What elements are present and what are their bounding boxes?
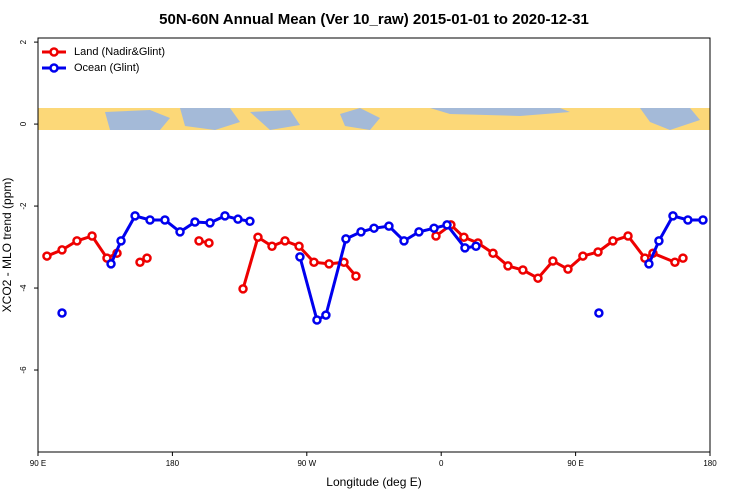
legend-label: Ocean (Glint) [74,62,139,74]
data-point [190,217,200,227]
data-point [594,308,604,318]
data-point [678,253,688,263]
data-point [233,214,243,224]
data-point [471,241,481,251]
data-point [145,215,155,225]
data-point [369,223,379,233]
data-point [57,245,67,255]
data-point [194,236,204,246]
data-point [356,227,366,237]
data-point [160,215,170,225]
data-point [459,232,469,242]
data-point [267,241,277,251]
plot-frame [37,37,711,453]
data-point [220,211,230,221]
data-point [668,211,678,221]
data-point [460,243,470,253]
data-point [106,259,116,269]
legend-label: Land (Nadir&Glint) [74,46,165,58]
data-point [116,236,126,246]
data-point [414,227,424,237]
data-point [57,308,67,318]
x-tick-label: 90 W [297,459,316,468]
legend-marker [49,47,59,57]
series-line [109,214,703,323]
data-point [488,248,498,258]
data-point [130,211,140,221]
legend-marker [49,63,59,73]
data-point [442,220,452,230]
x-tick-label: 0 [439,459,444,468]
data-point [593,247,603,257]
data-point [204,238,214,248]
data-point [533,273,543,283]
data-point [321,310,331,320]
data-point [245,216,255,226]
x-tick-label: 180 [166,459,180,468]
data-point [683,215,693,225]
data-point [698,215,708,225]
data-point [280,236,290,246]
x-axis-label: Longitude (deg E) [326,475,421,489]
data-point [312,315,322,325]
data-point [503,261,513,271]
y-tick-label: 2 [19,39,28,44]
data-point [351,271,361,281]
data-point [608,236,618,246]
y-tick-label: 0 [19,121,28,126]
data-point [644,259,654,269]
data-point [654,236,664,246]
y-axis-label: XCO2 - MLO trend (ppm) [0,178,14,313]
y-tick-label: -2 [19,202,28,210]
x-tick-label: 180 [703,459,717,468]
x-tick-label: 90 E [30,459,46,468]
data-point [548,256,558,266]
data-point [253,232,263,242]
y-tick-label: -6 [19,366,28,374]
data-point [294,241,304,251]
data-point [623,231,633,241]
data-point [518,265,528,275]
data-point [42,251,52,261]
data-point [175,227,185,237]
chart-title: 50N-60N Annual Mean (Ver 10_raw) 2015-01… [159,11,589,28]
data-point [87,231,97,241]
y-tick-label: -4 [19,284,28,292]
data-point [384,221,394,231]
data-point [324,259,334,269]
data-point [563,264,573,274]
data-point [295,252,305,262]
data-point [431,231,441,241]
data-point [205,218,215,228]
x-tick-label: 90 E [567,459,583,468]
data-point [578,251,588,261]
data-point [238,284,248,294]
data-point [429,223,439,233]
map-band [38,108,710,130]
data-point [670,257,680,267]
data-point [341,234,351,244]
data-point [72,236,82,246]
data-point [135,257,145,267]
data-point [309,257,319,267]
data-point [142,253,152,263]
data-point [399,236,409,246]
